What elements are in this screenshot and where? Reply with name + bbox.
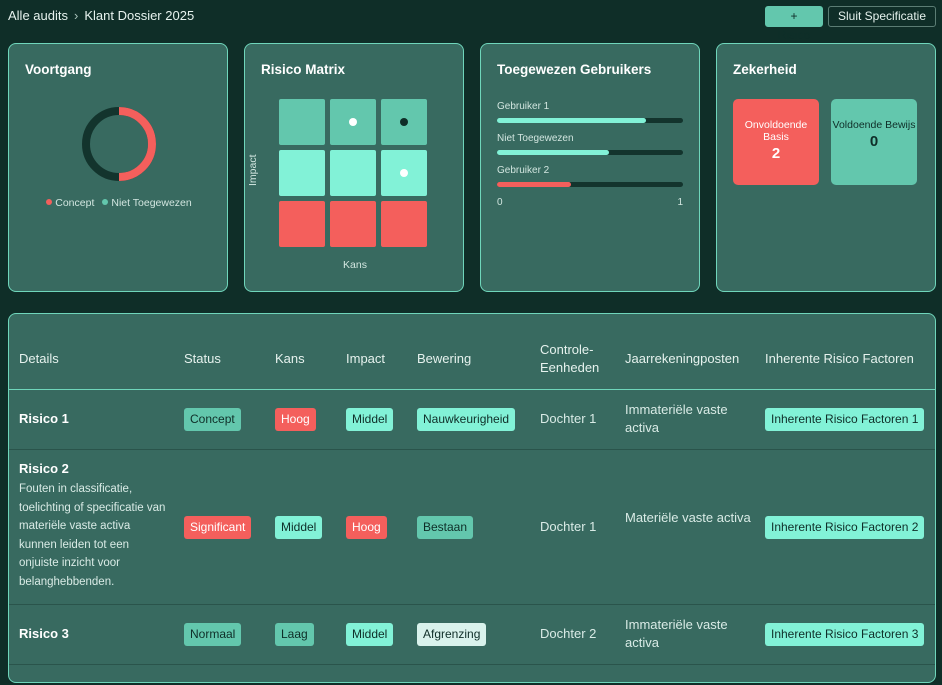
col-header-status[interactable]: Status xyxy=(184,351,221,366)
risk-name: Risico 2 xyxy=(19,461,69,476)
axis-max-label: 1 xyxy=(677,197,683,208)
impact-badge: Hoog xyxy=(346,516,387,539)
risk-matrix-grid xyxy=(279,99,429,249)
user-bar-fill xyxy=(497,150,609,155)
likelihood-badge: Laag xyxy=(275,623,314,646)
insufficient-basis-tile[interactable]: Onvoldoende Basis 2 xyxy=(733,99,819,185)
assigned-users-card: Toegewezen Gebruikers Gebruiker 1 Niet T… xyxy=(480,43,700,292)
matrix-cell[interactable] xyxy=(330,201,376,247)
user-bar-track xyxy=(497,182,683,187)
col-header-details[interactable]: Details xyxy=(19,351,59,366)
risk-name: Risico 1 xyxy=(19,411,69,426)
insufficient-basis-label: Onvoldoende Basis xyxy=(744,119,808,143)
legend-label: Niet Toegewezen xyxy=(111,197,192,209)
col-header-impact[interactable]: Impact xyxy=(346,351,386,366)
control-unit: Dochter 1 xyxy=(540,411,597,426)
table-row[interactable]: Risico 3 Normaal Laag Middel Afgrenzing … xyxy=(9,605,935,665)
user-bar: Gebruiker 2 xyxy=(497,165,683,187)
breadcrumb-current: Klant Dossier 2025 xyxy=(84,8,195,23)
user-bar-track xyxy=(497,150,683,155)
financial-item: Materiële vaste activa xyxy=(625,510,751,525)
user-bar-label: Gebruiker 1 xyxy=(497,101,550,112)
user-bar-fill xyxy=(497,118,646,123)
legend-item-unassigned: Niet Toegewezen xyxy=(102,197,192,209)
impact-badge: Middel xyxy=(346,623,394,646)
assertion-badge: Nauwkeurigheid xyxy=(417,408,516,431)
matrix-x-axis-label: Kans xyxy=(343,259,367,271)
likelihood-badge: Hoog xyxy=(275,408,316,431)
status-badge: Significant xyxy=(184,516,252,539)
table-row[interactable]: Risico 2 Fouten in classificatie, toelic… xyxy=(9,450,935,605)
financial-item: Immateriële vaste activa xyxy=(625,402,728,435)
insufficient-basis-count: 2 xyxy=(771,145,781,162)
matrix-cell[interactable] xyxy=(381,150,427,196)
status-badge: Normaal xyxy=(184,623,242,646)
legend-dot-icon xyxy=(102,199,109,205)
control-unit: Dochter 1 xyxy=(540,519,597,534)
sufficient-evidence-count: 0 xyxy=(869,133,879,150)
certainty-title: Zekerheid xyxy=(733,62,797,77)
user-bar-fill xyxy=(497,182,572,187)
legend-label: Concept xyxy=(55,197,95,209)
progress-legend: Concept Niet Toegewezen xyxy=(9,197,229,209)
inherent-factors-badge[interactable]: Inherente Risico Factoren 1 xyxy=(765,408,925,431)
user-bar-label: Gebruiker 2 xyxy=(497,165,550,176)
assertion-badge: Bestaan xyxy=(417,516,474,539)
inherent-factors-badge[interactable]: Inherente Risico Factoren 2 xyxy=(765,516,925,539)
user-bar-axis: 0 1 xyxy=(497,197,683,208)
progress-donut xyxy=(82,107,156,181)
risk-name: Risico 3 xyxy=(19,626,69,641)
sufficient-evidence-tile[interactable]: Voldoende Bewijs 0 xyxy=(831,99,917,185)
risk-marker-icon[interactable] xyxy=(349,118,357,126)
certainty-card: Zekerheid Onvoldoende Basis 2 Voldoende … xyxy=(716,43,936,292)
risk-description: Fouten in classificatie, toelichting of … xyxy=(19,483,166,588)
sufficient-evidence-label: Voldoende Bewijs xyxy=(832,119,916,131)
assigned-users-title: Toegewezen Gebruikers xyxy=(497,62,652,77)
col-header-financial-items[interactable]: Jaarrekeningposten xyxy=(625,351,740,366)
legend-dot-icon xyxy=(46,199,53,205)
table-header: Details Status Kans Impact Bewering Cont… xyxy=(9,314,935,390)
matrix-cell[interactable] xyxy=(381,99,427,145)
matrix-y-axis-label: Impact xyxy=(247,154,259,186)
matrix-cell[interactable] xyxy=(279,150,325,196)
col-header-control-units[interactable]: Controle-Eenheden xyxy=(540,342,600,375)
donut-segment-concept xyxy=(118,107,156,181)
close-specification-button[interactable]: Sluit Specificatie xyxy=(828,6,936,27)
inherent-factors-badge[interactable]: Inherente Risico Factoren 3 xyxy=(765,623,925,646)
progress-card: Voortgang Concept Niet Toegewezen xyxy=(8,43,228,292)
matrix-cell[interactable] xyxy=(279,99,325,145)
progress-title: Voortgang xyxy=(25,62,92,77)
matrix-cell[interactable] xyxy=(330,150,376,196)
breadcrumb: Alle audits › Klant Dossier 2025 xyxy=(8,8,194,23)
financial-item: Immateriële vaste activa xyxy=(625,617,728,650)
matrix-cell[interactable] xyxy=(279,201,325,247)
impact-badge: Middel xyxy=(346,408,394,431)
col-header-kans[interactable]: Kans xyxy=(275,351,305,366)
breadcrumb-root[interactable]: Alle audits xyxy=(8,8,68,23)
col-header-bewering[interactable]: Bewering xyxy=(417,351,472,366)
col-header-inherent-factors[interactable]: Inherente Risico Factoren xyxy=(765,351,914,366)
top-bar: Alle audits › Klant Dossier 2025 + Risic… xyxy=(0,0,942,42)
control-unit: Dochter 2 xyxy=(540,626,597,641)
breadcrumb-separator: › xyxy=(73,8,79,23)
legend-item-concept: Concept xyxy=(46,197,94,209)
risk-matrix-card: Risico Matrix Impact Kans xyxy=(244,43,464,292)
matrix-cell[interactable] xyxy=(330,99,376,145)
assertion-badge: Afgrenzing xyxy=(417,623,487,646)
risk-marker-icon[interactable] xyxy=(400,169,408,177)
risk-marker-icon[interactable] xyxy=(400,118,408,126)
user-bar: Niet Toegewezen xyxy=(497,133,683,155)
matrix-cell[interactable] xyxy=(381,201,427,247)
user-bar: Gebruiker 1 xyxy=(497,101,683,123)
user-bar-track xyxy=(497,118,683,123)
axis-min-label: 0 xyxy=(497,197,503,208)
risk-matrix-title: Risico Matrix xyxy=(261,62,346,77)
risk-details: Risico 2 Fouten in classificatie, toelic… xyxy=(19,460,169,592)
table-row[interactable]: Risico 1 Concept Hoog Middel Nauwkeurigh… xyxy=(9,390,935,450)
add-risk-button[interactable]: + Risico xyxy=(765,6,823,42)
status-badge: Concept xyxy=(184,408,241,431)
likelihood-badge: Middel xyxy=(275,516,323,539)
user-bar-label: Niet Toegewezen xyxy=(497,133,574,144)
risk-table: Details Status Kans Impact Bewering Cont… xyxy=(8,313,936,683)
